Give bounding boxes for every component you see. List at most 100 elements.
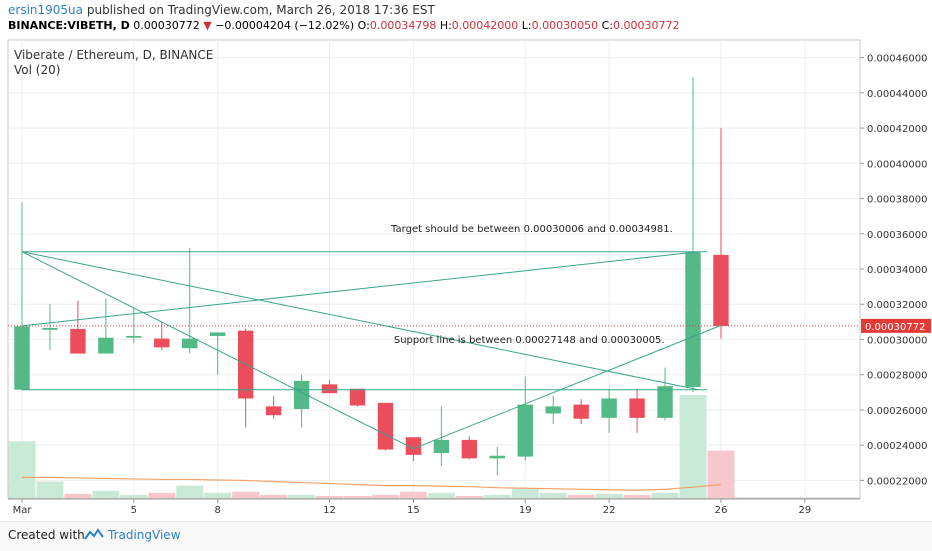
volume-bar bbox=[120, 494, 148, 498]
y-tick-label: 0.00042000 bbox=[867, 124, 927, 135]
volume-bar bbox=[288, 494, 316, 498]
candle-body bbox=[461, 439, 478, 459]
candle-body bbox=[713, 254, 729, 326]
tradingview-link[interactable]: TradingView bbox=[108, 528, 181, 542]
annotations: Target should be between 0.00030006 and … bbox=[390, 224, 673, 346]
y-tick-label: 0.00024000 bbox=[867, 441, 927, 452]
candle-body bbox=[210, 332, 226, 336]
trend-line bbox=[21, 251, 414, 450]
candle-body bbox=[377, 402, 394, 450]
volume-bar bbox=[623, 494, 651, 498]
volume-bar bbox=[539, 492, 567, 498]
candle-body bbox=[489, 455, 505, 459]
volume-bar bbox=[176, 485, 204, 498]
high-label: H: bbox=[439, 19, 452, 32]
candle-body bbox=[98, 337, 114, 354]
trend-line bbox=[413, 324, 722, 450]
trend-line bbox=[21, 251, 699, 391]
y-tick-label: 0.00028000 bbox=[867, 371, 927, 382]
publish-line: ersin1905ua published on TradingView.com… bbox=[8, 3, 435, 17]
y-tick-label: 0.00040000 bbox=[867, 159, 927, 170]
candle-body bbox=[154, 338, 170, 348]
trend-lines bbox=[21, 251, 722, 450]
volume-bar bbox=[651, 492, 679, 498]
candle-body bbox=[405, 437, 422, 455]
x-tick-label: 26 bbox=[715, 505, 728, 516]
volume-bar bbox=[707, 450, 735, 498]
y-tick-label: 0.00044000 bbox=[867, 89, 927, 100]
volume-bar bbox=[148, 492, 176, 498]
change-value: −0.00004204 (−12.02%) bbox=[215, 19, 355, 32]
candle-body bbox=[126, 335, 142, 338]
y-tick-label: 0.00038000 bbox=[867, 195, 927, 206]
candle-body bbox=[517, 404, 533, 457]
y-tick-label: 0.00026000 bbox=[867, 406, 927, 417]
candles bbox=[8, 76, 860, 476]
candle-body bbox=[545, 406, 561, 414]
candle-body bbox=[265, 406, 282, 416]
last-price-badge-label: 0.00030772 bbox=[865, 322, 925, 333]
y-tick-label: 0.00034000 bbox=[867, 265, 927, 276]
volume-bar bbox=[8, 441, 36, 498]
volume-bar bbox=[260, 494, 288, 498]
volume-bar bbox=[232, 491, 260, 498]
candle-body bbox=[433, 439, 450, 454]
last-price: 0.00030772 bbox=[133, 19, 200, 32]
candle-body bbox=[321, 384, 338, 394]
open-label: O: bbox=[357, 19, 370, 32]
y-tick-label: 0.00046000 bbox=[867, 54, 927, 65]
candle-body bbox=[573, 404, 589, 419]
low-value: 0.00030050 bbox=[531, 19, 599, 32]
volume-bar bbox=[427, 492, 455, 498]
volume-bar bbox=[316, 495, 344, 498]
volume-bar bbox=[595, 493, 623, 498]
candle-body bbox=[70, 328, 86, 354]
candle-body bbox=[293, 380, 310, 410]
x-tick-label: 15 bbox=[407, 505, 420, 516]
chart-title: Viberate / Ethereum, D, BINANCE bbox=[14, 48, 213, 62]
candle-body bbox=[657, 386, 673, 418]
low-label: L: bbox=[521, 19, 532, 32]
y-tick-label: 0.00022000 bbox=[867, 476, 927, 487]
price-chart[interactable]: Target should be between 0.00030006 and … bbox=[0, 0, 932, 521]
volume-bar bbox=[511, 488, 539, 498]
volume-label: Vol (20) bbox=[14, 63, 60, 77]
author-link[interactable]: ersin1905ua bbox=[8, 3, 84, 17]
volume-bar bbox=[64, 493, 92, 498]
volume-bar bbox=[92, 490, 120, 498]
grid-lines bbox=[8, 40, 860, 498]
volume-bar bbox=[399, 491, 427, 498]
published-text: published on TradingView.com, March 26, … bbox=[86, 3, 435, 17]
price-axis[interactable]: 0.00022000 0.00024000 0.00026000 0.00028000… bbox=[860, 54, 931, 488]
time-axis[interactable]: Mar 5 8 12 15 19 22 26 29 bbox=[8, 498, 860, 516]
volume-bar bbox=[371, 494, 399, 498]
down-arrow-icon: ▼ bbox=[203, 19, 212, 32]
symbol-label: BINANCE:VIBETH, D bbox=[8, 19, 130, 32]
volume-bar bbox=[567, 494, 595, 498]
volume-ma-line bbox=[22, 476, 722, 491]
tradingview-logo-icon[interactable] bbox=[84, 528, 104, 542]
volume-bar bbox=[455, 495, 483, 498]
candle-body bbox=[685, 252, 701, 388]
x-tick-label: 29 bbox=[798, 505, 811, 516]
last-price-badge bbox=[861, 318, 931, 333]
annotation-text: Target should be between 0.00030006 and … bbox=[390, 224, 673, 235]
open-value: 0.00034798 bbox=[369, 19, 437, 32]
x-tick-label: 12 bbox=[323, 505, 336, 516]
candle-body bbox=[629, 398, 645, 418]
high-value: 0.00042000 bbox=[451, 19, 519, 32]
candle-body bbox=[349, 388, 366, 406]
x-tick-label: 5 bbox=[131, 505, 137, 516]
x-tick-label: 8 bbox=[215, 505, 221, 516]
close-label: C: bbox=[601, 19, 613, 32]
candle-body bbox=[182, 338, 198, 349]
volume-bar bbox=[344, 495, 371, 498]
candle-body bbox=[14, 326, 30, 390]
candle-body bbox=[601, 398, 617, 418]
y-tick-label: 0.00030000 bbox=[867, 335, 927, 346]
x-tick-label: Mar bbox=[13, 505, 33, 516]
annotation-text: Support line is between 0.00027148 and 0… bbox=[394, 335, 665, 346]
volume-bar bbox=[679, 395, 707, 498]
ohlc-line: BINANCE:VIBETH, D 0.00030772 ▼ −0.000042… bbox=[8, 19, 679, 32]
candle-body bbox=[42, 328, 58, 330]
